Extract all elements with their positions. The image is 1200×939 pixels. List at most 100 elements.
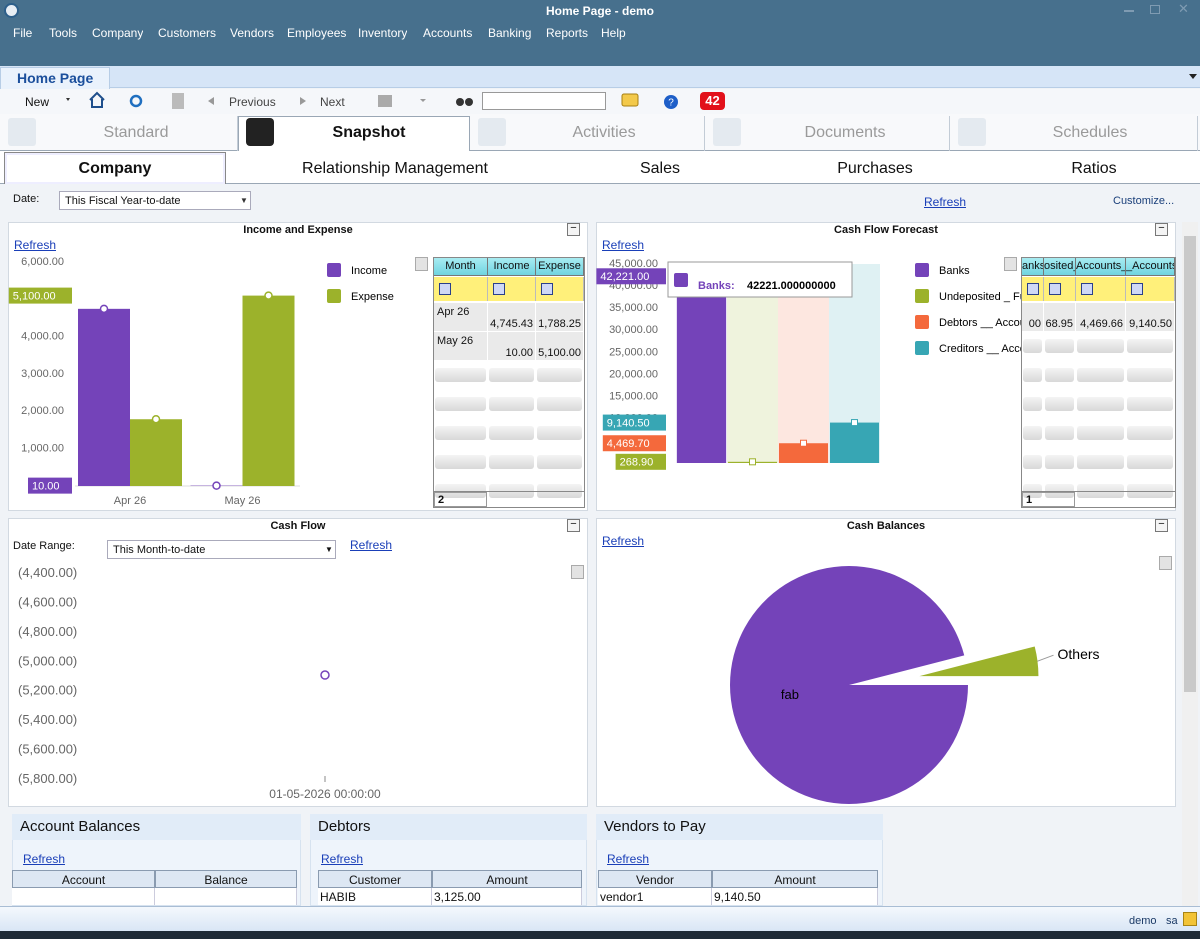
search-box[interactable] <box>482 92 606 110</box>
collapse-button[interactable]: − <box>567 519 580 532</box>
main-tab[interactable] <box>238 116 470 151</box>
grid-empty-cell <box>1045 455 1074 469</box>
main-tab[interactable] <box>705 116 950 151</box>
grid-empty-cell <box>1045 426 1074 440</box>
grid-cell: 9,140.50 <box>1126 303 1175 331</box>
maximize-button[interactable] <box>1150 5 1160 14</box>
grid-empty-cell <box>1127 397 1173 411</box>
grid-empty-cell <box>1127 426 1173 440</box>
main-tab[interactable] <box>0 116 238 151</box>
main-tab-label[interactable]: Snapshot <box>332 124 406 141</box>
panel-refresh[interactable]: Refresh <box>602 534 645 548</box>
main-tab-label[interactable]: Standard <box>103 124 169 141</box>
menu-item[interactable]: Reports <box>546 26 589 40</box>
customize-link[interactable]: Customize... <box>1113 195 1175 207</box>
sub-tab[interactable]: Ratios <box>1071 160 1117 177</box>
grid-cell: May 26 <box>434 332 488 360</box>
grid-empty-cell <box>1023 426 1042 440</box>
summary-panel-title: Debtors <box>310 814 587 840</box>
collapse-button[interactable]: − <box>567 223 580 236</box>
panel-option-box[interactable] <box>1004 257 1017 271</box>
status-icon <box>1183 912 1197 926</box>
notification-badge[interactable]: 42 <box>700 92 725 110</box>
grid-empty-cell <box>435 455 486 469</box>
panel-option-box[interactable] <box>1159 556 1172 570</box>
main-tab[interactable] <box>950 116 1198 151</box>
filter-icon[interactable] <box>439 283 451 295</box>
scrollbar-thumb[interactable] <box>1184 236 1196 692</box>
collapse-button[interactable]: − <box>1155 519 1168 532</box>
sub-tab-active <box>4 152 226 184</box>
menu-item[interactable]: Employees <box>287 26 347 40</box>
panel-refresh[interactable]: Refresh <box>14 238 57 252</box>
next-button[interactable]: Next <box>320 95 345 109</box>
filter-icon[interactable] <box>1131 283 1143 295</box>
sub-tab[interactable]: Sales <box>639 160 681 177</box>
panel-title: Cash Flow Forecast <box>834 224 938 236</box>
sub-tab[interactable]: Company <box>78 160 152 177</box>
main-tab[interactable] <box>470 116 705 151</box>
grid-empty-cell <box>489 368 534 382</box>
summary-refresh[interactable]: Refresh <box>23 852 66 866</box>
grid-empty-cell <box>537 455 582 469</box>
grid-empty-cell <box>435 397 486 411</box>
summary-refresh[interactable]: Refresh <box>321 852 364 866</box>
panel-option-box[interactable] <box>415 257 428 271</box>
menu-item[interactable]: Vendors <box>230 26 275 40</box>
table-cell: HABIB <box>318 888 432 905</box>
main-tab-label[interactable]: Schedules <box>1052 124 1128 141</box>
app-icon <box>4 3 19 18</box>
new-button[interactable]: New <box>25 95 50 109</box>
tab-icon <box>958 118 986 146</box>
grid-empty-cell <box>537 397 582 411</box>
refresh-link[interactable]: Refresh <box>924 195 967 209</box>
main-tab-label[interactable]: Documents <box>804 124 886 141</box>
close-button[interactable]: ✕ <box>1178 3 1189 15</box>
menu-item[interactable]: Tools <box>49 26 78 40</box>
menu-item[interactable]: Inventory <box>358 26 408 40</box>
table-header: Customer <box>318 870 432 888</box>
sub-tab[interactable]: Relationship Management <box>302 160 488 177</box>
status-user: sa <box>1166 915 1178 927</box>
filter-icon[interactable] <box>541 283 553 295</box>
grid-header: Accounts_R <box>1076 258 1126 276</box>
summary-refresh[interactable]: Refresh <box>607 852 650 866</box>
menu-item[interactable]: Banking <box>488 26 532 40</box>
date-label: Date: <box>13 193 40 205</box>
grid-empty-cell <box>435 426 486 440</box>
filter-icon[interactable] <box>1081 283 1093 295</box>
combo-arrow[interactable]: ▼ <box>325 545 333 554</box>
panel-refresh[interactable]: Refresh <box>602 238 645 252</box>
date-combo[interactable]: This Fiscal Year-to-date <box>59 191 251 210</box>
menu-item[interactable]: Help <box>601 26 626 40</box>
panel-refresh[interactable]: Refresh <box>350 538 393 552</box>
filter-icon[interactable] <box>1049 283 1061 295</box>
date-range-combo[interactable]: This Month-to-date <box>107 540 336 559</box>
grid-empty-cell <box>1077 339 1124 353</box>
previous-button[interactable]: Previous <box>229 95 276 109</box>
tab-dropdown[interactable] <box>1188 72 1198 80</box>
sub-tab[interactable]: Purchases <box>837 160 913 177</box>
tab-icon <box>8 118 36 146</box>
grid-footer: 1 <box>1022 491 1175 507</box>
main-tab-label[interactable]: Activities <box>572 124 636 141</box>
menu-item[interactable]: File <box>13 26 33 40</box>
filter-icon[interactable] <box>493 283 505 295</box>
grid-footer-box <box>1022 492 1075 507</box>
document-tab[interactable]: Home Page <box>0 67 110 89</box>
grid-empty-cell <box>1077 455 1124 469</box>
grid-header: _Accounts <box>1126 258 1175 276</box>
tab-icon <box>478 118 506 146</box>
grid-empty-cell <box>1045 368 1074 382</box>
minimize-button[interactable] <box>1124 10 1134 12</box>
menu-item[interactable]: Customers <box>158 26 217 40</box>
grid-empty-cell <box>537 426 582 440</box>
combo-arrow[interactable]: ▼ <box>240 196 248 205</box>
grid-empty-cell <box>1045 397 1074 411</box>
collapse-button[interactable]: − <box>1155 223 1168 236</box>
filter-icon[interactable] <box>1027 283 1039 295</box>
menu-item[interactable]: Company <box>92 26 144 40</box>
grid-empty-cell <box>489 397 534 411</box>
panel-option-box[interactable] <box>571 565 584 579</box>
menu-item[interactable]: Accounts <box>423 26 473 40</box>
